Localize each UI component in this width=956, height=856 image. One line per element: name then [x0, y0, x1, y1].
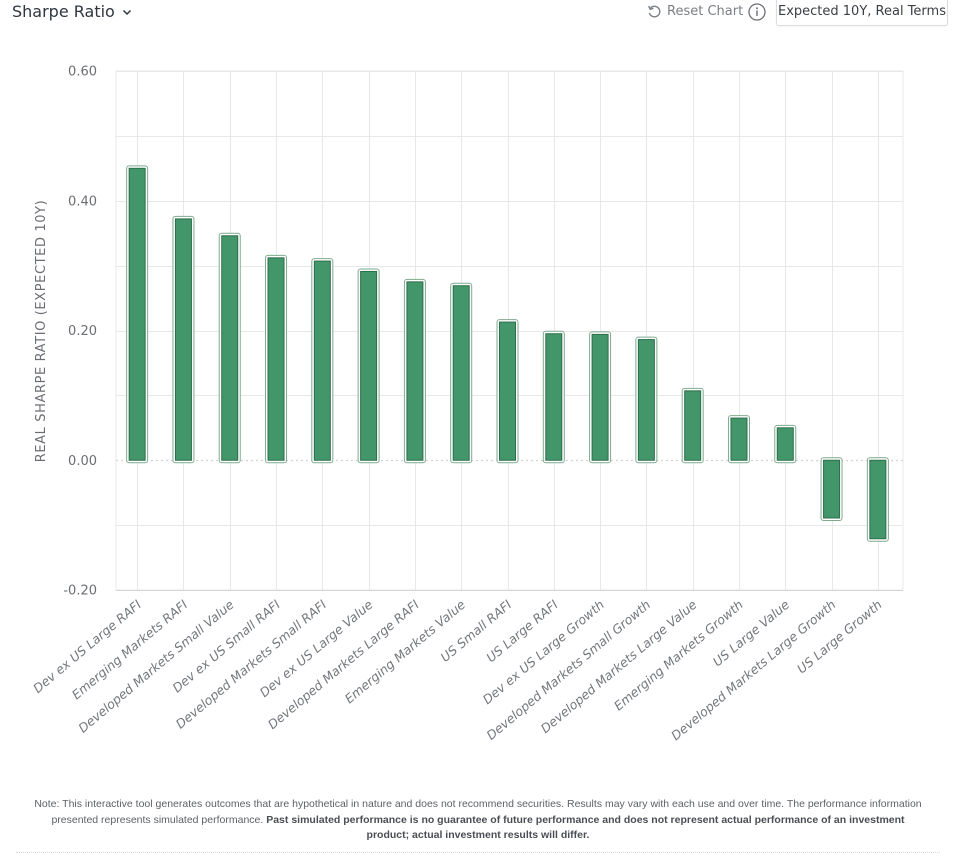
- bar: [866, 457, 889, 542]
- y-tick-label: 0.60: [68, 65, 97, 80]
- bar: [172, 215, 195, 464]
- y-axis: -0.20 0.00 0.20 0.40 0.60: [63, 65, 97, 599]
- y-tick-label: -0.20: [63, 584, 97, 599]
- bar: [727, 415, 750, 464]
- reset-icon: [648, 5, 661, 18]
- reset-chart-label: Reset Chart: [667, 4, 744, 19]
- bar: [357, 268, 380, 464]
- footer-divider: [16, 852, 940, 853]
- metric-dropdown[interactable]: Sharpe Ratio: [12, 2, 133, 21]
- bar-fill: [406, 281, 424, 461]
- bar-fill: [637, 339, 655, 461]
- bar-fill: [128, 167, 146, 461]
- grid: [115, 70, 904, 591]
- bar-fill: [452, 285, 470, 461]
- chevron-down-icon: [122, 9, 131, 15]
- bar-fill: [221, 235, 239, 461]
- bar: [218, 232, 241, 464]
- bar: [265, 254, 288, 464]
- y-axis-title: REAL SHARPE RATIO (EXPECTED 10Y): [34, 200, 49, 463]
- projection-mode-label: Expected 10Y, Real Terms: [778, 4, 946, 19]
- bar: [774, 424, 797, 464]
- bar: [450, 282, 473, 464]
- bar-fill: [360, 270, 378, 461]
- y-tick-label: 0.00: [68, 454, 97, 469]
- bar: [542, 330, 565, 464]
- bar-fill: [174, 218, 192, 461]
- disclaimer-text: Note: This interactive tool generates ou…: [34, 798, 922, 826]
- bar-fill: [823, 459, 841, 519]
- metric-label: Sharpe Ratio: [12, 2, 115, 21]
- bar: [820, 457, 843, 521]
- y-tick-label: 0.40: [68, 194, 97, 209]
- x-tick-label: Developed Markets Large Growth: [668, 597, 838, 743]
- bar: [589, 331, 612, 464]
- projection-mode-button[interactable]: Expected 10Y, Real Terms: [776, 0, 948, 26]
- bar-fill: [499, 321, 516, 461]
- bar: [311, 258, 334, 464]
- y-tick-label: 0.20: [68, 324, 97, 339]
- bar: [403, 278, 426, 464]
- bars: [126, 165, 889, 542]
- bar-fill: [730, 417, 748, 461]
- sharpe-ratio-bar-chart: -0.20 0.00 0.20 0.40 0.60 REAL SHARPE RATIO …: [30, 65, 904, 744]
- disclaimer-note: Note: This interactive tool generates ou…: [30, 797, 926, 844]
- x-tick-label: US Large Growth: [794, 597, 885, 677]
- reset-chart-button[interactable]: Reset Chart: [647, 4, 743, 19]
- bar: [496, 319, 519, 464]
- bar-fill: [591, 333, 609, 461]
- chart-header: Sharpe Ratio Reset Chart Expected 10Y, R…: [0, 0, 956, 30]
- bar: [126, 165, 149, 464]
- bar-fill: [267, 257, 285, 461]
- bar: [635, 336, 658, 464]
- disclaimer-bold-text: Past simulated performance is no guarant…: [266, 813, 905, 842]
- bar-fill: [869, 459, 887, 540]
- bar-fill: [313, 260, 331, 461]
- info-icon[interactable]: [748, 3, 766, 21]
- bar-fill: [684, 390, 702, 461]
- bar-fill: [545, 333, 563, 461]
- bar: [681, 387, 704, 464]
- bar-fill: [776, 427, 794, 461]
